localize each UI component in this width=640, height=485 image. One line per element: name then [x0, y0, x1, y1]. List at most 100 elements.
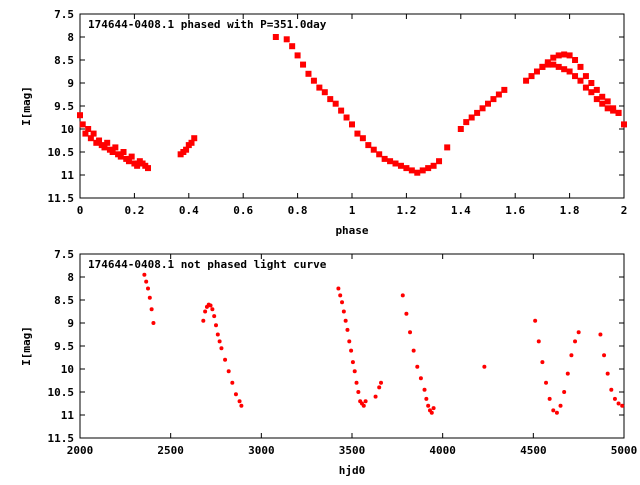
data-point [109, 149, 116, 155]
data-point [352, 369, 357, 374]
data-point [188, 139, 195, 146]
y-tick-label: 7.5 [54, 248, 74, 261]
y-tick-label: 7.5 [54, 8, 74, 21]
data-point [214, 323, 218, 328]
data-point [283, 36, 290, 43]
data-point [223, 357, 228, 362]
data-point [566, 68, 573, 75]
data-point [436, 158, 443, 165]
data-point [340, 300, 345, 305]
data-point [463, 119, 470, 126]
x-tick-label: 2500 [157, 444, 184, 457]
data-point [474, 109, 481, 116]
data-point [539, 63, 546, 70]
data-point [555, 52, 562, 59]
phased-plot: 174644-0408.1 phased with P=351.0day pha… [20, 8, 627, 237]
data-point [147, 295, 152, 300]
data-point [599, 93, 606, 100]
y-tick-label: 8 [67, 31, 74, 44]
data-point [536, 339, 541, 344]
data-point [561, 66, 568, 73]
data-point [562, 390, 567, 394]
data-point [338, 107, 345, 114]
data-point [612, 396, 617, 401]
x-tick-label: 1.6 [505, 204, 525, 217]
y-tick-label: 9.5 [54, 100, 74, 113]
data-point [381, 155, 388, 162]
data-point [561, 51, 568, 58]
data-point [533, 68, 540, 75]
data-point [350, 360, 355, 365]
phased-plot-points [77, 34, 627, 176]
unphased-plot: 174644-0408.1 not phased light curve hjd… [20, 248, 637, 477]
data-point [361, 403, 366, 408]
data-point [418, 376, 423, 381]
data-point [377, 385, 382, 390]
unphased-plot-ticks: 2000 2500 3000 3500 4000 4500 5000 7.5 8 8.5 9 9.5 1… [48, 248, 638, 457]
data-point [468, 114, 475, 121]
data-point [431, 406, 436, 411]
data-point [558, 403, 563, 408]
data-point [79, 121, 86, 128]
data-point [376, 151, 383, 158]
data-point [347, 339, 352, 344]
data-point [426, 403, 431, 408]
unphased-plot-xlabel: hjd0 [339, 464, 366, 477]
data-point [359, 135, 366, 142]
data-point [219, 346, 224, 351]
data-point [203, 309, 208, 314]
data-point [392, 160, 399, 167]
y-tick-label: 9.5 [54, 340, 74, 353]
data-point [321, 89, 328, 96]
data-point [573, 339, 578, 344]
data-point [610, 107, 617, 114]
x-tick-label: 4500 [520, 444, 547, 457]
phased-plot-ylabel: I[mag] [20, 86, 33, 126]
x-tick-label: 3500 [339, 444, 366, 457]
data-point [547, 396, 552, 401]
data-point [345, 327, 350, 332]
data-point [226, 369, 231, 374]
data-point [533, 318, 538, 323]
x-tick-label: 0.2 [124, 204, 144, 217]
data-point [430, 162, 437, 169]
data-point [609, 387, 614, 392]
data-point [404, 311, 409, 316]
data-point [77, 112, 83, 119]
data-point [540, 360, 545, 365]
data-point [336, 286, 341, 291]
data-point [233, 392, 238, 397]
y-tick-label: 8.5 [54, 294, 74, 307]
x-tick-label: 0.6 [233, 204, 253, 217]
data-point [208, 303, 213, 308]
data-point [550, 61, 557, 68]
data-point [565, 371, 570, 376]
data-point [422, 387, 427, 392]
data-point [604, 98, 611, 105]
data-point [365, 142, 372, 149]
data-point [272, 34, 279, 40]
data-point [90, 130, 97, 137]
data-point [87, 135, 94, 142]
data-point [577, 63, 584, 70]
data-point [379, 380, 384, 385]
data-point [146, 286, 150, 291]
data-point [582, 84, 589, 91]
phased-plot-xlabel: phase [335, 224, 368, 237]
data-point [142, 272, 147, 277]
y-tick-label: 11 [61, 169, 75, 182]
data-point [96, 137, 103, 144]
data-point [191, 135, 198, 142]
data-point [354, 130, 361, 137]
data-point [349, 348, 354, 353]
y-tick-label: 10.5 [48, 386, 75, 399]
data-point [134, 162, 141, 169]
data-point [555, 63, 562, 70]
data-point [479, 105, 486, 112]
data-point [605, 371, 610, 376]
data-point [554, 410, 559, 415]
data-point [373, 394, 378, 399]
data-point [572, 73, 579, 80]
data-point [604, 105, 611, 112]
data-point [183, 146, 190, 153]
